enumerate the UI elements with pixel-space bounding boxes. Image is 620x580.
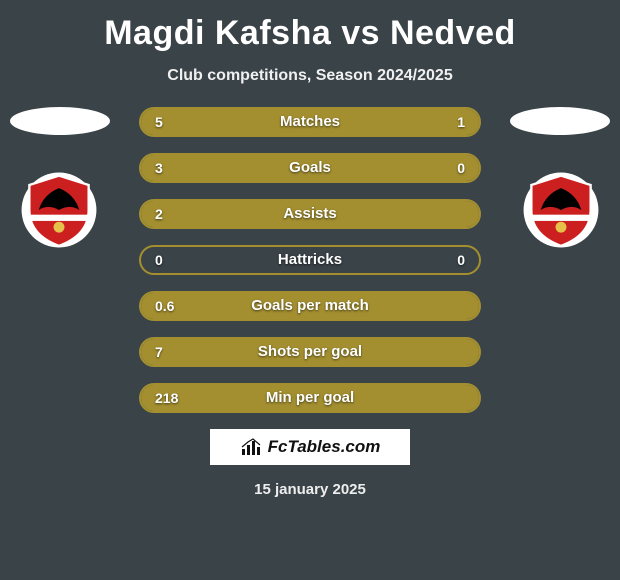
comparison-area: 5Matches13Goals02Assists0Hattricks00.6Go… <box>0 107 620 413</box>
stat-row: 5Matches1 <box>139 107 481 137</box>
stat-label: Min per goal <box>141 385 479 411</box>
brand-badge: FcTables.com <box>210 429 410 465</box>
stat-row: 0.6Goals per match <box>139 291 481 321</box>
snapshot-date: 15 january 2025 <box>0 481 620 498</box>
stat-label: Assists <box>141 201 479 227</box>
stat-row: 2Assists <box>139 199 481 229</box>
page-title: Magdi Kafsha vs Nedved <box>0 0 620 53</box>
brand-text: FcTables.com <box>268 437 381 457</box>
stat-bars-container: 5Matches13Goals02Assists0Hattricks00.6Go… <box>139 107 481 413</box>
player-avatar-left <box>10 107 110 135</box>
stat-value-right: 0 <box>457 247 465 273</box>
stat-label: Goals <box>141 155 479 181</box>
club-badge-right <box>522 171 600 249</box>
stat-row: 0Hattricks0 <box>139 245 481 275</box>
stat-label: Hattricks <box>141 247 479 273</box>
stat-row: 7Shots per goal <box>139 337 481 367</box>
stat-label: Shots per goal <box>141 339 479 365</box>
stat-row: 3Goals0 <box>139 153 481 183</box>
stat-label: Matches <box>141 109 479 135</box>
stat-value-right: 1 <box>457 109 465 135</box>
club-badge-left <box>20 171 98 249</box>
stat-label: Goals per match <box>141 293 479 319</box>
player-avatar-right <box>510 107 610 135</box>
brand-chart-icon <box>240 437 262 457</box>
stat-row: 218Min per goal <box>139 383 481 413</box>
stat-value-right: 0 <box>457 155 465 181</box>
season-subtitle: Club competitions, Season 2024/2025 <box>0 67 620 85</box>
